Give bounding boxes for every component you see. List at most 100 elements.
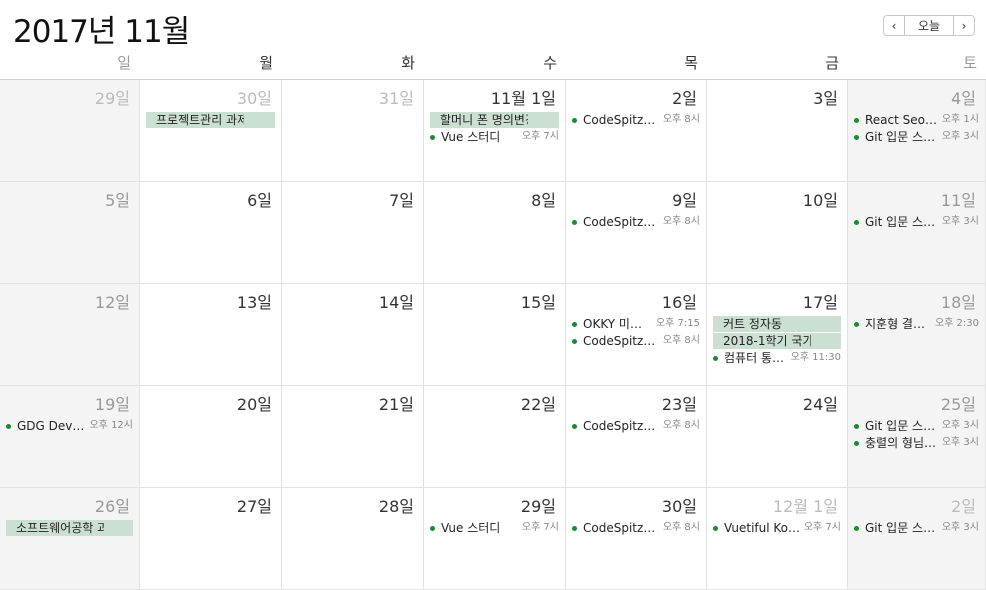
all-day-event[interactable]: 할머니 폰 명의변경: [430, 112, 559, 128]
day-number: 25일: [940, 395, 976, 414]
event-title: CodeSpitz…: [583, 419, 656, 433]
event-title: CodeSpitz…: [583, 113, 656, 127]
day-cell[interactable]: 14일: [282, 284, 424, 386]
timed-event[interactable]: OKKY 미… 오후 7:15: [572, 316, 700, 332]
day-cell[interactable]: 10일: [707, 182, 848, 284]
timed-event[interactable]: 충렬의 형님… 오후 3시: [854, 435, 979, 451]
timed-event[interactable]: Git 입문 스… 오후 3시: [854, 520, 979, 536]
all-day-event[interactable]: 2018-1학기 국가장…: [713, 333, 841, 349]
timed-event[interactable]: Vuetiful Ko… 오후 7시: [713, 520, 841, 536]
timed-event[interactable]: CodeSpitz… 오후 8시: [572, 112, 700, 128]
day-number: 2일: [951, 497, 976, 516]
event-title: Git 입문 스…: [865, 130, 936, 144]
event-time: 오후 1시: [941, 114, 979, 125]
next-month-button[interactable]: ›: [953, 15, 975, 36]
today-button[interactable]: 오늘: [905, 15, 953, 36]
event-time: 오후 8시: [662, 216, 700, 227]
event-time: 오후 2:30: [934, 318, 979, 329]
day-cell[interactable]: 18일 지훈형 결… 오후 2:30: [848, 284, 986, 386]
event-title: 프로젝트관리 과제마감: [156, 113, 244, 127]
event-title: 컴퓨터 통…: [724, 351, 784, 365]
day-number: 28일: [378, 497, 414, 516]
day-number: 5일: [105, 191, 130, 210]
month-navigation: ‹ 오늘 ›: [883, 15, 975, 36]
day-cell[interactable]: 25일 Git 입문 스… 오후 3시 충렬의 형님… 오후 3시: [848, 386, 986, 488]
day-cell[interactable]: 12월 1일 Vuetiful Ko… 오후 7시: [707, 488, 848, 590]
day-number: 29일: [94, 89, 130, 108]
event-title: CodeSpitz…: [583, 334, 656, 348]
day-cell[interactable]: 21일: [282, 386, 424, 488]
timed-event[interactable]: CodeSpitz… 오후 8시: [572, 418, 700, 434]
day-cell[interactable]: 23일 CodeSpitz… 오후 8시: [566, 386, 707, 488]
day-cell[interactable]: 2일 Git 입문 스… 오후 3시: [848, 488, 986, 590]
day-number: 30일: [661, 497, 697, 516]
event-time: 오후 3시: [941, 420, 979, 431]
timed-event[interactable]: React Seo… 오후 1시: [854, 112, 979, 128]
day-number: 24일: [802, 395, 838, 414]
day-cell[interactable]: 27일: [140, 488, 282, 590]
timed-event[interactable]: CodeSpitz… 오후 8시: [572, 333, 700, 349]
day-cell[interactable]: 5일: [0, 182, 140, 284]
day-cell[interactable]: 2일 CodeSpitz… 오후 8시: [566, 80, 707, 182]
day-cell[interactable]: 6일: [140, 182, 282, 284]
timed-event[interactable]: CodeSpitz… 오후 8시: [572, 520, 700, 536]
event-title: CodeSpitz…: [583, 215, 656, 229]
weekday-label: 월: [259, 54, 273, 72]
all-day-event[interactable]: 프로젝트관리 과제마감: [146, 112, 275, 128]
day-cell[interactable]: 20일: [140, 386, 282, 488]
day-number: 11일: [940, 191, 976, 210]
event-title: 충렬의 형님…: [865, 436, 937, 450]
day-cell[interactable]: 9일 CodeSpitz… 오후 8시: [566, 182, 707, 284]
all-day-event[interactable]: 소프트웨어공학 과제…: [6, 520, 133, 536]
previous-month-button[interactable]: ‹: [883, 15, 905, 36]
day-cell[interactable]: 22일: [424, 386, 566, 488]
day-cell[interactable]: 24일: [707, 386, 848, 488]
day-cell[interactable]: 16일 OKKY 미… 오후 7:15 CodeSpitz… 오후 8시: [566, 284, 707, 386]
day-cell[interactable]: 8일: [424, 182, 566, 284]
event-time: 오후 7:15: [655, 318, 700, 329]
day-cell[interactable]: 12일: [0, 284, 140, 386]
timed-event[interactable]: Vue 스터디 오후 7시: [430, 129, 559, 145]
timed-event[interactable]: GDG Dev… 오후 12시: [6, 418, 133, 434]
day-cell[interactable]: 28일: [282, 488, 424, 590]
timed-event[interactable]: 컴퓨터 통… 오후 11:30: [713, 350, 841, 366]
day-number: 19일: [94, 395, 130, 414]
timed-event[interactable]: Git 입문 스… 오후 3시: [854, 418, 979, 434]
day-cell[interactable]: 29일: [0, 80, 140, 182]
timed-event[interactable]: CodeSpitz… 오후 8시: [572, 214, 700, 230]
timed-event[interactable]: Git 입문 스… 오후 3시: [854, 129, 979, 145]
day-cell[interactable]: 11일 Git 입문 스… 오후 3시: [848, 182, 986, 284]
event-title: CodeSpitz…: [583, 521, 656, 535]
day-cell[interactable]: 31일: [282, 80, 424, 182]
day-cell[interactable]: 29일 Vue 스터디 오후 7시: [424, 488, 566, 590]
event-time: 오후 11:30: [790, 352, 841, 363]
timed-event[interactable]: Git 입문 스… 오후 3시: [854, 214, 979, 230]
day-cell[interactable]: 13일: [140, 284, 282, 386]
event-title: Vue 스터디: [441, 521, 501, 535]
event-title: 할머니 폰 명의변경: [440, 113, 528, 127]
event-title: Git 입문 스…: [865, 521, 936, 535]
day-cell[interactable]: 3일: [707, 80, 848, 182]
timed-event[interactable]: Vue 스터디 오후 7시: [430, 520, 559, 536]
event-time: 오후 8시: [662, 114, 700, 125]
timed-event[interactable]: 지훈형 결… 오후 2:30: [854, 316, 979, 332]
day-number: 4일: [951, 89, 976, 108]
day-cell[interactable]: 7일: [282, 182, 424, 284]
event-title: GDG Dev…: [17, 419, 85, 433]
day-number: 30일: [236, 89, 272, 108]
weekday-label: 화: [401, 54, 415, 72]
day-number: 23일: [661, 395, 697, 414]
day-cell[interactable]: 19일 GDG Dev… 오후 12시: [0, 386, 140, 488]
all-day-event[interactable]: 커트 정자동: [713, 316, 841, 332]
day-cell[interactable]: 15일: [424, 284, 566, 386]
event-time: 오후 3시: [941, 216, 979, 227]
day-cell[interactable]: 11월 1일 할머니 폰 명의변경 Vue 스터디 오후 7시: [424, 80, 566, 182]
day-cell[interactable]: 30일 CodeSpitz… 오후 8시: [566, 488, 707, 590]
day-cell[interactable]: 4일 React Seo… 오후 1시 Git 입문 스… 오후 3시: [848, 80, 986, 182]
weekday-label: 일: [117, 54, 131, 72]
